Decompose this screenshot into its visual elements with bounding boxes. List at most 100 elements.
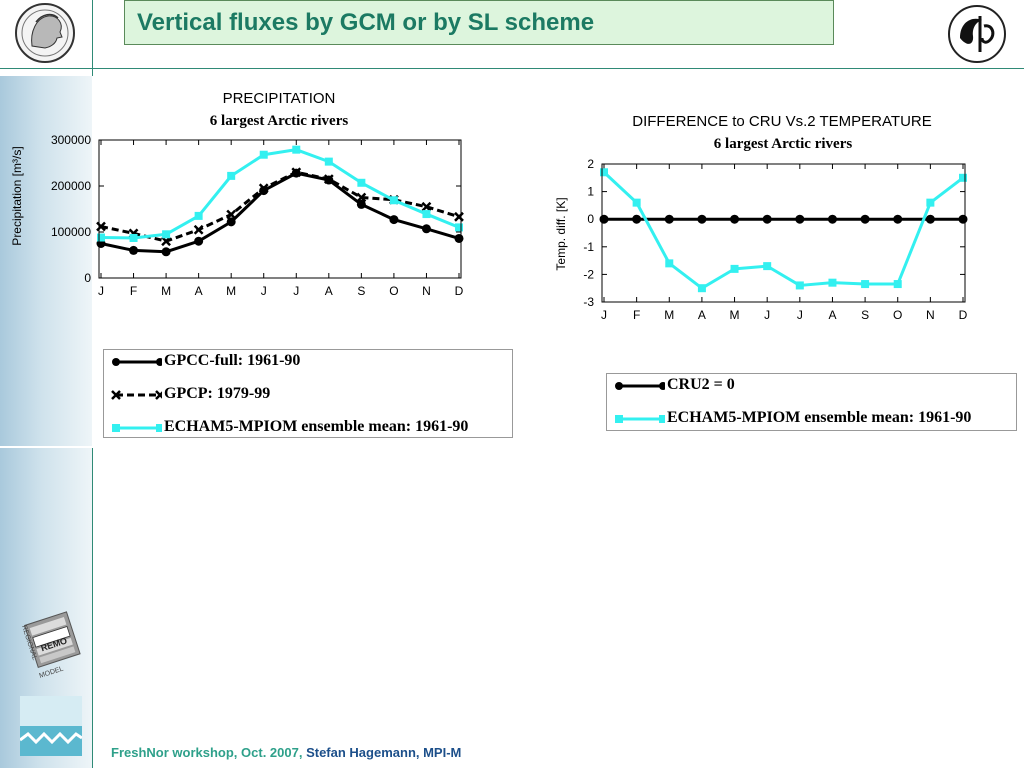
- chart1-series-2-point: [389, 196, 398, 205]
- sidebar-divider-bottom: [92, 448, 93, 768]
- institute-logo: [948, 5, 1006, 63]
- chart1-series-1-point: [226, 209, 237, 220]
- legend-echam-label: ECHAM5-MPIOM ensemble mean: 1961-90: [164, 418, 469, 435]
- chart1-series-0-point: [454, 233, 464, 243]
- chart2-y-tick-label: 2: [587, 157, 594, 171]
- chart1-series-2-point: [357, 178, 366, 187]
- chart2-series-0-point: [958, 214, 968, 224]
- chart2-x-tick-label: J: [797, 308, 803, 322]
- chart2-subtitle: 6 largest Arctic rivers: [714, 136, 853, 152]
- chart1-y-tick-label: 100000: [51, 225, 91, 239]
- chart1-series-2-point: [455, 223, 463, 232]
- footer: FreshNor workshop, Oct. 2007, Stefan Hag…: [111, 745, 461, 760]
- chart2-series-0-point: [893, 214, 903, 224]
- legend-row: GPCC-full: 1961-90: [104, 350, 512, 376]
- chart1-x-tick-label: N: [422, 284, 431, 298]
- legend-row: CRU2 = 0: [607, 374, 1016, 400]
- chart2-series-0-point: [632, 214, 642, 224]
- chart2-series-1-point: [730, 264, 739, 273]
- chart2-legend: CRU2 = 0 ECHAM5-MPIOM ensemble mean: 196…: [606, 373, 1017, 431]
- chart1-series-2-point: [129, 233, 138, 242]
- footer-event: FreshNor workshop, Oct. 2007,: [111, 745, 303, 760]
- legend-gpcc-label: GPCC-full: 1961-90: [164, 352, 301, 369]
- chart2-series-0-point: [664, 214, 674, 224]
- chart1-series-1-point: [258, 183, 269, 194]
- chart1-y-tick-label: 0: [84, 271, 91, 285]
- chart1-series-0-point: [226, 217, 236, 227]
- chart1-x-tick-label: O: [389, 284, 398, 298]
- chart1-plot-frame: [98, 139, 462, 279]
- remo-logo: REMO REGIONAL MODEL: [20, 611, 81, 680]
- chart2-series-1-point: [697, 284, 706, 293]
- temperature-diff-chart: DIFFERENCE to CRU Vs.2 TEMPERATURE 6 lar…: [554, 113, 968, 322]
- chart1-series-2-line: [100, 148, 460, 240]
- chart2-series-0-point: [795, 214, 805, 224]
- chart1-y-tick-label: 200000: [51, 179, 91, 193]
- legend-row: GPCP: 1979-99: [104, 383, 512, 409]
- chart1-series-2-point: [162, 230, 171, 239]
- chart2-series-0-point: [827, 214, 837, 224]
- chart2-y-tick-label: -3: [583, 295, 594, 309]
- chart1-x-tick-label: D: [455, 284, 464, 298]
- chart1-y-tick-label: 300000: [51, 133, 91, 147]
- chart2-x-tick-label: N: [926, 308, 935, 322]
- chart1-series-2-point: [194, 211, 203, 220]
- chart2-series-1-point: [828, 278, 837, 287]
- chart1-x-tick-label: S: [357, 284, 365, 298]
- chart1-x-tick-label: J: [261, 284, 267, 298]
- sidebar-divider-top: [92, 0, 93, 76]
- legend-gpcc-swatch: [112, 358, 162, 366]
- chart2-x-tick-label: D: [959, 308, 968, 322]
- chart2-series-0-point: [697, 214, 707, 224]
- chart1-series-1-point: [161, 236, 171, 247]
- chart1-series-1-point: [323, 174, 334, 184]
- chart2-series-1-point: [600, 168, 608, 177]
- chart1-x-tick-label: J: [98, 284, 104, 298]
- chart1-x-tick-label: F: [130, 284, 137, 298]
- chart2-series-1-line: [602, 171, 964, 290]
- chart1-series-2-point: [422, 210, 431, 219]
- chart1-series-0-point: [194, 236, 204, 246]
- chart2-series-1-point: [926, 198, 935, 207]
- chart1-subtitle: 6 largest Arctic rivers: [210, 113, 349, 129]
- chart1-x-tick-label: A: [325, 284, 333, 298]
- chart2-y-label: Temp. diff. [K]: [554, 197, 568, 270]
- chart2-x-tick-label: A: [828, 308, 836, 322]
- chart2-y-tick-label: 1: [587, 185, 594, 199]
- legend-row: ECHAM5-MPIOM ensemble mean: 1961-90: [607, 407, 1016, 433]
- chart1-x-tick-label: A: [195, 284, 203, 298]
- title-box: Vertical fluxes by GCM or by SL scheme: [124, 0, 834, 45]
- chart2-series-0-point: [730, 214, 740, 224]
- chart2-plot-frame: [601, 163, 966, 303]
- slide-title: Vertical fluxes by GCM or by SL scheme: [137, 9, 595, 36]
- chart1-series-1-point: [291, 167, 302, 178]
- chart2-series-0-point: [860, 214, 870, 224]
- chart2-series-1-point: [959, 173, 967, 182]
- legend-cru2-label: CRU2 = 0: [667, 376, 735, 393]
- header-divider: [0, 68, 1024, 69]
- chart2-x-tick-label: F: [633, 308, 640, 322]
- legend-echam-swatch: [112, 424, 162, 432]
- chart2-series-1-point: [861, 280, 870, 289]
- chart2-title: DIFFERENCE to CRU Vs.2 TEMPERATURE: [632, 113, 932, 130]
- chart2-x-tick-label: J: [764, 308, 770, 322]
- chart1-series-1-point: [193, 224, 204, 235]
- chart1-series-0-point: [356, 199, 366, 209]
- legend-gpcp-label: GPCP: 1979-99: [164, 385, 271, 402]
- chart1-series-0-line: [100, 171, 460, 254]
- legend-echam2-swatch: [615, 415, 665, 423]
- chart2-x-tick-label: M: [664, 308, 674, 322]
- chart1-y-label: Precipitation [m³/s]: [10, 146, 24, 245]
- zmaw-logo: [20, 696, 82, 756]
- chart1-series-2-point: [227, 171, 236, 180]
- legend-cru2-swatch: [615, 382, 665, 390]
- chart2-series-1-point: [665, 259, 674, 268]
- chart2-series-1-point: [893, 280, 902, 289]
- chart2-y-tick-label: -1: [583, 240, 594, 254]
- chart1-series-2-point: [324, 157, 333, 166]
- chart1-series-1-point: [454, 211, 464, 222]
- chart1-x-tick-label: M: [161, 284, 171, 298]
- chart2-x-tick-label: J: [601, 308, 607, 322]
- chart2-series-1-point: [763, 262, 772, 271]
- legend-row: ECHAM5-MPIOM ensemble mean: 1961-90: [104, 416, 512, 442]
